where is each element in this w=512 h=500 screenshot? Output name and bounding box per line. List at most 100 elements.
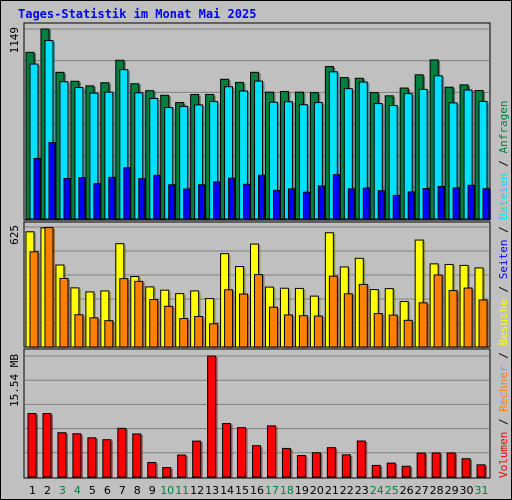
bar-rechner	[268, 306, 278, 348]
bar-volumen	[192, 440, 202, 478]
bar-rechner	[313, 315, 323, 348]
x-tick-label: 20	[310, 484, 324, 497]
bar-volumen	[416, 452, 426, 478]
x-tick-label: 2	[44, 484, 51, 497]
legend-entry-seiten: Seiten	[497, 240, 510, 280]
bar-volumen	[446, 452, 456, 478]
bar-seiten	[272, 189, 280, 220]
bar-seiten	[332, 174, 340, 220]
bar-volumen	[42, 413, 52, 478]
bar-volumen	[401, 465, 411, 478]
x-tick-label: 4	[74, 484, 81, 497]
x-tick-label: 26	[400, 484, 414, 497]
bar-seiten	[467, 184, 475, 220]
bar-volumen	[341, 454, 351, 478]
bar-volumen	[117, 427, 127, 478]
bar-seiten	[377, 190, 385, 220]
bar-seiten	[422, 188, 430, 220]
bar-volumen	[311, 452, 321, 478]
legend-entry-volumen: Volumen	[497, 432, 510, 478]
bar-volumen	[147, 462, 157, 478]
bar-rechner	[343, 293, 353, 348]
bar-seiten	[138, 178, 146, 220]
bar-rechner	[134, 280, 144, 348]
legend-entry-besuche: Besuche	[497, 299, 510, 345]
bar-rechner	[194, 315, 204, 348]
x-tick-label: 13	[205, 484, 219, 497]
bar-seiten	[362, 187, 370, 220]
bar-rechner	[59, 277, 69, 348]
bar-rechner	[29, 251, 39, 348]
bar-seiten	[317, 185, 325, 220]
x-tick-label: 10	[160, 484, 174, 497]
y-tick-label-bottom: 15.54 MB	[8, 354, 21, 407]
bar-rechner	[104, 320, 114, 348]
bar-volumen	[162, 467, 172, 478]
x-tick-label: 30	[460, 484, 474, 497]
bar-rechner	[388, 314, 398, 348]
x-tick-label: 31	[475, 484, 489, 497]
bar-volumen	[252, 445, 262, 478]
bar-rechner	[89, 317, 99, 348]
bar-seiten	[183, 188, 191, 220]
bar-seiten	[213, 181, 221, 220]
bar-volumen	[476, 464, 486, 478]
bar-rechner	[418, 302, 428, 348]
bar-volumen	[237, 427, 247, 478]
legend-vertical: Volumen / Rechner / Besuche / Seiten / D…	[497, 100, 510, 478]
bar-seiten	[287, 188, 295, 220]
bar-seiten	[347, 188, 355, 220]
legend-separator: /	[497, 346, 510, 366]
bar-rechner	[358, 283, 368, 348]
x-tick-label: 25	[385, 484, 399, 497]
bar-rechner	[224, 289, 234, 348]
bar-volumen	[222, 423, 232, 478]
bar-volumen	[72, 433, 82, 478]
bar-volumen	[281, 447, 291, 478]
x-tick-label: 7	[119, 484, 126, 497]
bar-volumen	[57, 432, 67, 478]
x-tick-label: 8	[134, 484, 141, 497]
bar-seiten	[33, 157, 41, 220]
bar-rechner	[119, 278, 129, 348]
bar-seiten	[48, 142, 56, 220]
bar-rechner	[149, 299, 159, 348]
legend-entry-anfragen: Anfragen	[497, 100, 510, 153]
bar-volumen	[266, 425, 276, 478]
bar-volumen	[177, 454, 187, 478]
bar-seiten	[78, 177, 86, 220]
bar-seiten	[228, 177, 236, 220]
bar-rechner	[254, 274, 264, 348]
x-tick-label: 27	[415, 484, 429, 497]
bar-seiten	[302, 191, 310, 220]
bar-volumen	[87, 437, 97, 478]
bar-seiten	[108, 176, 116, 220]
x-tick-label: 9	[149, 484, 156, 497]
bar-rechner	[283, 314, 293, 348]
y-tick-label-top: 1149	[8, 27, 21, 54]
bar-seiten	[63, 177, 71, 220]
x-tick-label: 5	[89, 484, 96, 497]
bar-seiten	[407, 191, 415, 220]
bar-seiten	[452, 187, 460, 220]
bar-rechner	[209, 323, 219, 348]
bar-rechner	[403, 319, 413, 348]
bar-seiten	[123, 167, 131, 220]
bar-rechner	[298, 315, 308, 348]
x-tick-label: 16	[250, 484, 264, 497]
legend-separator: /	[497, 279, 510, 299]
bar-seiten	[392, 194, 400, 220]
bar-seiten	[482, 188, 490, 220]
x-tick-label: 23	[355, 484, 369, 497]
x-tick-label: 24	[370, 484, 384, 497]
bar-seiten	[437, 185, 445, 220]
x-tick-label: 11	[175, 484, 189, 497]
bar-seiten	[153, 174, 161, 220]
bar-rechner	[74, 314, 84, 348]
x-tick-label: 29	[445, 484, 459, 497]
x-tick-label: 6	[104, 484, 111, 497]
x-tick-label: 3	[59, 484, 66, 497]
bar-rechner	[463, 287, 473, 348]
bar-volumen	[27, 413, 37, 478]
